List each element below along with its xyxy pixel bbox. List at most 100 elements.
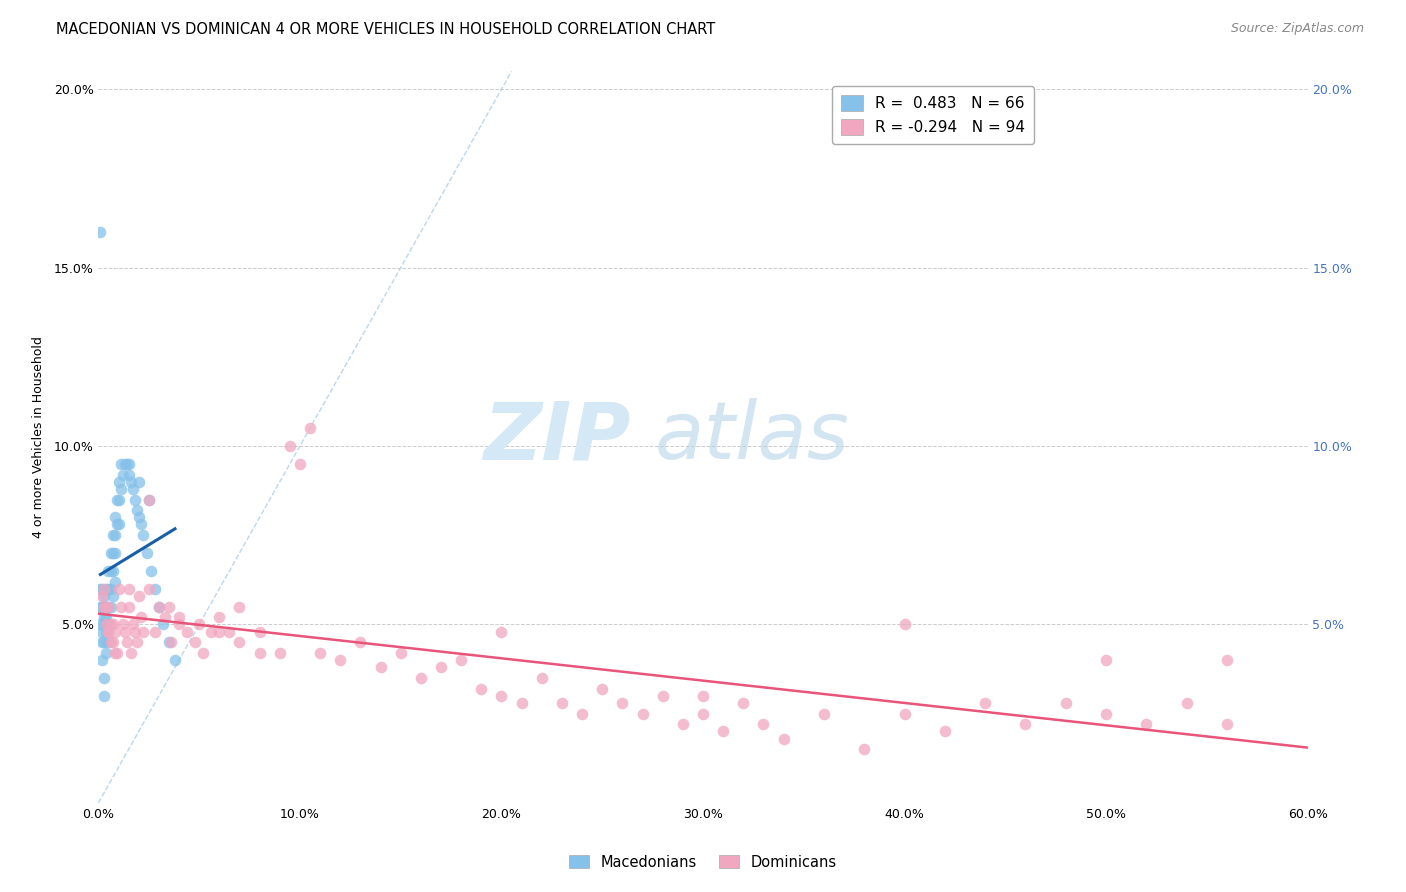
- Point: [107, 517, 129, 532]
- Point: [128, 510, 150, 524]
- Point: [430, 660, 453, 674]
- Point: [389, 646, 412, 660]
- Point: [107, 582, 129, 596]
- Point: [103, 624, 125, 639]
- Text: atlas: atlas: [655, 398, 849, 476]
- Point: [188, 617, 211, 632]
- Point: [111, 617, 134, 632]
- Point: [1014, 717, 1036, 731]
- Legend: Macedonians, Dominicans: Macedonians, Dominicans: [562, 849, 844, 876]
- Point: [218, 624, 240, 639]
- Point: [93, 599, 115, 614]
- Point: [111, 467, 134, 482]
- Legend: R =  0.483   N = 66, R = -0.294   N = 94: R = 0.483 N = 66, R = -0.294 N = 94: [832, 87, 1033, 145]
- Point: [97, 617, 120, 632]
- Point: [711, 724, 734, 739]
- Point: [893, 617, 915, 632]
- Point: [93, 589, 115, 603]
- Point: [110, 457, 132, 471]
- Point: [105, 517, 128, 532]
- Point: [91, 624, 114, 639]
- Point: [101, 564, 124, 578]
- Point: [91, 599, 114, 614]
- Point: [124, 624, 146, 639]
- Text: ZIP: ZIP: [484, 398, 630, 476]
- Point: [129, 517, 152, 532]
- Point: [110, 482, 132, 496]
- Point: [100, 582, 122, 596]
- Point: [103, 546, 125, 560]
- Point: [571, 706, 593, 721]
- Point: [651, 689, 673, 703]
- Point: [450, 653, 472, 667]
- Point: [100, 635, 122, 649]
- Point: [100, 564, 122, 578]
- Point: [121, 482, 143, 496]
- Point: [105, 646, 128, 660]
- Point: [167, 610, 190, 624]
- Point: [100, 599, 122, 614]
- Point: [97, 624, 120, 639]
- Point: [813, 706, 835, 721]
- Point: [96, 617, 118, 632]
- Point: [96, 599, 118, 614]
- Point: [138, 492, 160, 507]
- Point: [1175, 696, 1198, 710]
- Point: [93, 617, 115, 632]
- Point: [101, 589, 124, 603]
- Point: [470, 681, 492, 696]
- Point: [93, 582, 115, 596]
- Point: [96, 582, 118, 596]
- Point: [893, 706, 915, 721]
- Point: [128, 589, 150, 603]
- Point: [118, 457, 141, 471]
- Point: [101, 635, 124, 649]
- Point: [125, 635, 148, 649]
- Point: [128, 475, 150, 489]
- Point: [591, 681, 613, 696]
- Point: [139, 564, 162, 578]
- Point: [157, 599, 180, 614]
- Point: [349, 635, 371, 649]
- Point: [143, 624, 166, 639]
- Point: [269, 646, 291, 660]
- Point: [89, 599, 111, 614]
- Point: [132, 624, 155, 639]
- Point: [208, 624, 231, 639]
- Point: [110, 599, 132, 614]
- Point: [125, 503, 148, 517]
- Point: [89, 582, 111, 596]
- Point: [733, 696, 755, 710]
- Point: [672, 717, 695, 731]
- Point: [772, 731, 794, 746]
- Text: Source: ZipAtlas.com: Source: ZipAtlas.com: [1230, 22, 1364, 36]
- Point: [329, 653, 352, 667]
- Point: [510, 696, 533, 710]
- Point: [124, 492, 146, 507]
- Point: [103, 574, 125, 589]
- Point: [288, 457, 311, 471]
- Point: [409, 671, 432, 685]
- Point: [115, 457, 138, 471]
- Point: [974, 696, 997, 710]
- Point: [121, 617, 143, 632]
- Point: [89, 225, 111, 239]
- Point: [135, 546, 157, 560]
- Point: [93, 671, 115, 685]
- Point: [100, 546, 122, 560]
- Point: [157, 635, 180, 649]
- Y-axis label: 4 or more Vehicles in Household: 4 or more Vehicles in Household: [32, 336, 45, 538]
- Point: [107, 492, 129, 507]
- Point: [228, 635, 250, 649]
- Point: [97, 599, 120, 614]
- Point: [97, 624, 120, 639]
- Point: [692, 706, 714, 721]
- Point: [193, 646, 215, 660]
- Point: [138, 582, 160, 596]
- Point: [103, 528, 125, 542]
- Point: [530, 671, 553, 685]
- Point: [107, 475, 129, 489]
- Point: [93, 635, 115, 649]
- Point: [1135, 717, 1157, 731]
- Point: [100, 617, 122, 632]
